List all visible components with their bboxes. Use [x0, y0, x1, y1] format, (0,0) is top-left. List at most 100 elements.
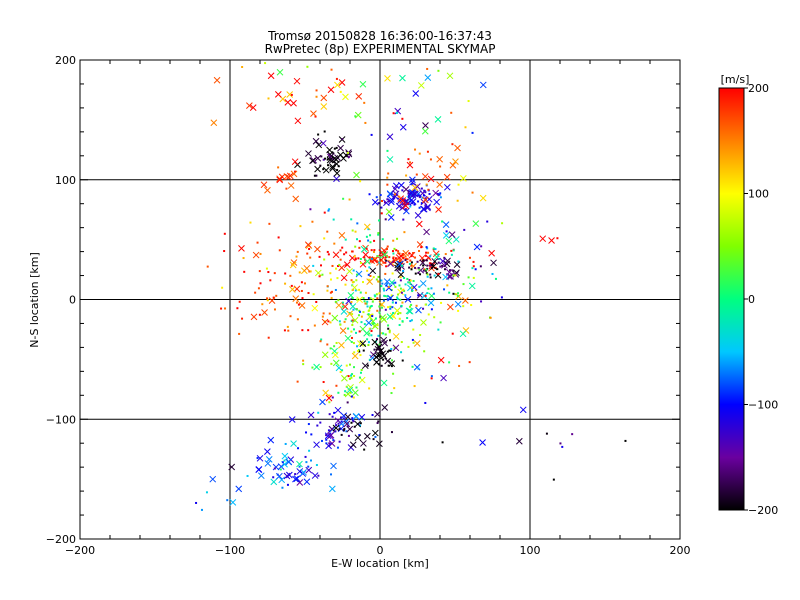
- scatter-dot: [337, 265, 340, 268]
- scatter-cross: [326, 146, 333, 154]
- scatter-dot: [407, 158, 410, 161]
- scatter-dot: [381, 306, 384, 309]
- scatter-dot: [290, 93, 293, 96]
- scatter-dot: [401, 254, 404, 257]
- scatter-cross: [313, 441, 320, 449]
- scatter-dot: [313, 324, 316, 327]
- scatter-dot: [380, 332, 383, 335]
- scatter-dot: [315, 300, 318, 303]
- scatter-cross: [479, 81, 487, 89]
- scatter-cross: [352, 389, 359, 397]
- scatter-cross: [349, 303, 357, 310]
- scatter-dot: [389, 349, 392, 352]
- scatter-dot: [238, 332, 241, 335]
- scatter-dot: [403, 231, 406, 234]
- scatter-dot: [412, 341, 415, 344]
- scatter-dot: [363, 300, 366, 303]
- scatter-dot: [382, 261, 385, 264]
- scatter-cross: [290, 99, 297, 107]
- scatter-dot: [352, 269, 355, 272]
- scatter-cross: [283, 472, 291, 480]
- scatter-dot: [369, 241, 372, 244]
- scatter-dot: [281, 486, 284, 489]
- scatter-dot: [344, 283, 347, 286]
- scatter-cross: [249, 104, 257, 111]
- scatter-dot: [374, 295, 377, 298]
- scatter-cross: [309, 157, 316, 165]
- scatter-dot: [436, 268, 439, 271]
- scatter-cross: [422, 122, 429, 129]
- scatter-cross: [288, 416, 296, 423]
- scatter-dot: [359, 310, 362, 313]
- scatter-dot: [358, 434, 361, 437]
- scatter-dot: [395, 259, 398, 262]
- scatter-dot: [394, 281, 397, 284]
- scatter-dot: [410, 303, 413, 306]
- scatter-dot: [397, 252, 400, 255]
- scatter-dot: [278, 249, 281, 252]
- scatter-dot: [436, 192, 439, 195]
- scatter-dot: [360, 368, 363, 371]
- scatter-dot: [474, 268, 477, 271]
- scatter-dot: [406, 258, 409, 261]
- scatter-cross: [442, 221, 450, 229]
- scatter-dot: [415, 304, 418, 307]
- scatter-dot: [344, 318, 347, 321]
- scatter-dot: [351, 323, 354, 326]
- scatter-dot: [427, 313, 430, 316]
- scatter-dot: [409, 320, 412, 323]
- scatter-dot: [418, 285, 421, 288]
- scatter-dot: [365, 235, 368, 238]
- scatter-dot: [371, 300, 374, 303]
- scatter-dot: [363, 323, 366, 326]
- scatter-dot: [305, 431, 308, 434]
- scatter-dot: [362, 349, 365, 352]
- scatter-dot: [359, 291, 362, 294]
- scatter-dot: [419, 194, 422, 197]
- scatter-dot: [359, 354, 362, 357]
- scatter-dot: [380, 212, 383, 215]
- scatter-cross: [296, 468, 304, 475]
- scatter-dot: [315, 89, 318, 92]
- scatter-dot: [372, 298, 375, 301]
- scatter-dot: [378, 219, 381, 222]
- scatter-dot: [382, 287, 385, 290]
- scatter-dot: [360, 261, 363, 264]
- scatter-dot: [462, 305, 465, 308]
- scatter-dot: [333, 242, 336, 245]
- x-tick-label: 100: [520, 544, 541, 557]
- scatter-cross: [229, 499, 237, 506]
- scatter-dot: [417, 294, 420, 297]
- scatter-dot: [387, 364, 390, 367]
- scatter-dot: [281, 461, 284, 464]
- scatter-dot: [392, 259, 395, 262]
- scatter-dot: [388, 256, 391, 259]
- scatter-cross: [334, 417, 342, 425]
- scatter-cross: [333, 175, 340, 183]
- scatter-dot: [332, 152, 335, 155]
- scatter-dot: [452, 249, 455, 252]
- scatter-dot: [195, 501, 198, 504]
- scatter-dot: [390, 365, 393, 368]
- scatter-dot: [328, 208, 331, 211]
- scatter-cross: [332, 424, 340, 432]
- scatter-cross: [414, 212, 422, 219]
- scatter-dot: [261, 303, 264, 306]
- scatter-dot: [339, 249, 342, 252]
- scatter-cross: [319, 398, 326, 406]
- scatter-dot: [426, 264, 429, 267]
- scatter-dot: [391, 272, 394, 275]
- scatter-dot: [467, 100, 470, 103]
- scatter-dot: [310, 433, 313, 436]
- scatter-dot: [358, 376, 361, 379]
- scatter-dot: [356, 345, 359, 348]
- scatter-cross: [369, 267, 377, 275]
- scatter-dot: [381, 238, 384, 241]
- scatter-dot: [400, 264, 403, 267]
- scatter-dot: [362, 311, 365, 314]
- scatter-cross: [419, 280, 427, 287]
- scatter-dot: [283, 329, 286, 332]
- scatter-dot: [368, 327, 371, 330]
- scatter-dot: [329, 272, 332, 275]
- scatter-dot: [307, 465, 310, 468]
